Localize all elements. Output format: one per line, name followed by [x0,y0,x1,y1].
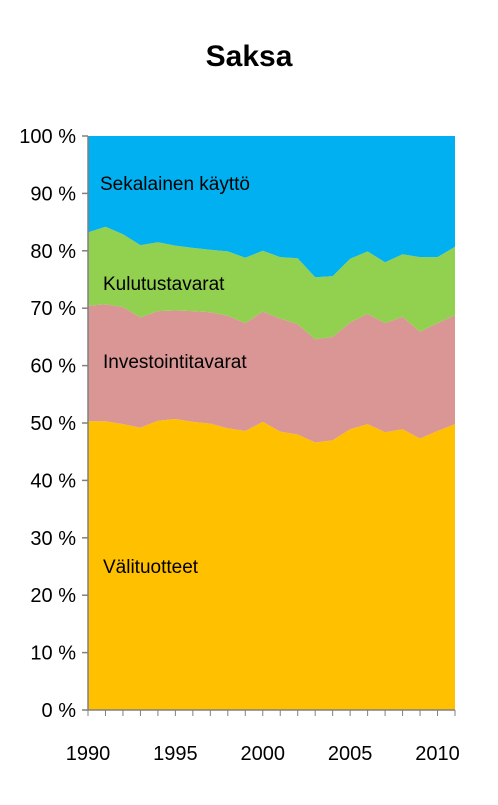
series-label-investointitavarat: Investointitavarat [103,352,247,373]
y-tick-label: 0 % [42,700,77,722]
area-series-3 [88,136,455,278]
x-tick-label: 1990 [66,743,111,765]
y-axis-ticks: 0 % 10 % 20 % 30 % 40 % 50 % 60 % 70 % 80 % 90 % 1… [19,126,88,722]
area-series-0 [88,419,455,710]
y-tick-label: 10 % [30,643,76,665]
y-tick-label: 100 % [19,126,76,148]
area-layer [88,136,455,710]
x-tick-label: 2000 [241,743,286,765]
chart-title: Saksa [205,40,293,73]
y-tick-label: 30 % [30,528,76,550]
x-tick-label: 2010 [415,743,460,765]
area-series-1 [88,304,455,443]
y-tick-label: 50 % [30,413,76,435]
series-label-kulutustavarat: Kulutustavarat [103,274,225,295]
x-tick-label: 1995 [153,743,198,765]
y-tick-label: 60 % [30,356,76,378]
x-tick-label: 2005 [328,743,373,765]
y-tick-label: 40 % [30,470,76,492]
y-tick-label: 20 % [30,585,76,607]
y-tick-label: 70 % [30,298,76,320]
area-series-2 [88,226,455,340]
series-label-sekalainen-kaytto: Sekalainen käyttö [100,174,250,195]
x-axis-ticks: 1990 1995 2000 2005 2010 [66,710,460,765]
series-labels: Välituotteet Investointitavarat Kulutust… [100,174,250,578]
y-tick-label: 90 % [30,183,76,205]
series-label-valituotteet: Välituotteet [103,557,199,578]
y-tick-label: 80 % [30,241,76,263]
